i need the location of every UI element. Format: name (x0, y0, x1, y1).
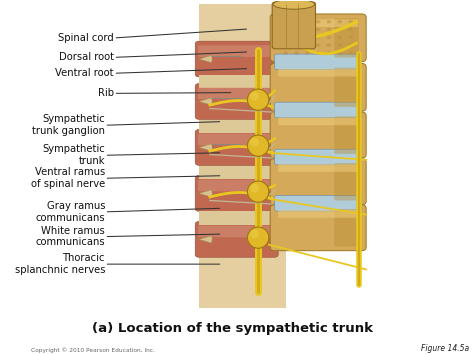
FancyBboxPatch shape (198, 133, 271, 145)
Circle shape (327, 28, 331, 31)
Text: Ventral ramus
of spinal nerve: Ventral ramus of spinal nerve (31, 168, 105, 189)
FancyBboxPatch shape (195, 222, 278, 257)
Circle shape (327, 20, 331, 23)
Ellipse shape (247, 89, 269, 110)
FancyBboxPatch shape (272, 2, 316, 49)
FancyBboxPatch shape (334, 116, 359, 154)
Circle shape (348, 43, 353, 47)
FancyBboxPatch shape (198, 45, 271, 57)
FancyBboxPatch shape (195, 84, 278, 119)
Circle shape (348, 28, 353, 31)
Circle shape (316, 43, 320, 47)
Circle shape (337, 36, 342, 39)
Circle shape (305, 36, 310, 39)
Text: Copyright © 2010 Pearson Education, Inc.: Copyright © 2010 Pearson Education, Inc. (31, 347, 155, 353)
Circle shape (283, 43, 288, 47)
Ellipse shape (247, 181, 269, 202)
Text: Sympathetic
trunk: Sympathetic trunk (42, 144, 105, 166)
Circle shape (337, 28, 342, 31)
FancyBboxPatch shape (199, 120, 277, 133)
Circle shape (283, 20, 288, 23)
FancyBboxPatch shape (198, 180, 271, 191)
FancyBboxPatch shape (270, 64, 366, 111)
Circle shape (316, 20, 320, 23)
FancyBboxPatch shape (278, 210, 358, 218)
Text: Figure 14.5a: Figure 14.5a (421, 344, 469, 353)
Wedge shape (199, 55, 212, 63)
Circle shape (337, 20, 342, 23)
FancyBboxPatch shape (195, 41, 278, 77)
FancyBboxPatch shape (274, 54, 362, 70)
Text: Thoracic
splanchnic nerves: Thoracic splanchnic nerves (15, 253, 105, 275)
Circle shape (294, 20, 299, 23)
FancyBboxPatch shape (274, 196, 362, 211)
FancyBboxPatch shape (334, 18, 359, 58)
FancyBboxPatch shape (199, 211, 277, 224)
FancyBboxPatch shape (198, 88, 271, 99)
Text: Gray ramus
communicans: Gray ramus communicans (36, 201, 105, 223)
Text: White ramus
communicans: White ramus communicans (36, 226, 105, 247)
Circle shape (327, 36, 331, 39)
FancyBboxPatch shape (198, 225, 271, 237)
FancyBboxPatch shape (334, 209, 359, 246)
FancyBboxPatch shape (270, 159, 366, 205)
Ellipse shape (247, 227, 269, 248)
Circle shape (316, 28, 320, 31)
Circle shape (337, 51, 342, 55)
Circle shape (348, 51, 353, 55)
Wedge shape (199, 190, 212, 197)
Circle shape (348, 20, 353, 23)
FancyBboxPatch shape (278, 164, 358, 172)
FancyBboxPatch shape (270, 14, 366, 62)
FancyBboxPatch shape (270, 205, 366, 251)
Text: Sympathetic
trunk ganglion: Sympathetic trunk ganglion (32, 114, 105, 136)
Ellipse shape (247, 135, 269, 156)
Circle shape (316, 36, 320, 39)
FancyBboxPatch shape (195, 130, 278, 165)
Circle shape (348, 36, 353, 39)
FancyBboxPatch shape (334, 163, 359, 201)
FancyBboxPatch shape (278, 118, 358, 125)
Circle shape (305, 28, 310, 31)
Circle shape (283, 28, 288, 31)
Text: Rib: Rib (98, 88, 114, 98)
Circle shape (327, 51, 331, 55)
Ellipse shape (250, 230, 259, 239)
Wedge shape (199, 98, 212, 105)
FancyBboxPatch shape (195, 176, 278, 211)
Circle shape (283, 51, 288, 55)
Wedge shape (199, 236, 212, 243)
Text: Ventral root: Ventral root (55, 68, 114, 78)
FancyBboxPatch shape (334, 68, 359, 107)
Circle shape (305, 43, 310, 47)
FancyBboxPatch shape (278, 69, 358, 77)
FancyBboxPatch shape (274, 149, 362, 165)
FancyBboxPatch shape (199, 166, 277, 179)
Circle shape (327, 43, 331, 47)
FancyBboxPatch shape (199, 75, 277, 88)
Wedge shape (199, 144, 212, 151)
Circle shape (294, 36, 299, 39)
Circle shape (294, 43, 299, 47)
FancyBboxPatch shape (274, 102, 362, 118)
Circle shape (294, 51, 299, 55)
Circle shape (283, 36, 288, 39)
FancyBboxPatch shape (270, 112, 366, 158)
FancyBboxPatch shape (278, 19, 358, 27)
FancyBboxPatch shape (199, 4, 286, 308)
Text: Spinal cord: Spinal cord (58, 33, 114, 43)
Text: Dorsal root: Dorsal root (59, 52, 114, 62)
Circle shape (305, 51, 310, 55)
Text: (a) Location of the sympathetic trunk: (a) Location of the sympathetic trunk (92, 322, 373, 335)
Ellipse shape (250, 92, 259, 100)
Circle shape (316, 51, 320, 55)
Circle shape (305, 20, 310, 23)
Circle shape (294, 28, 299, 31)
Ellipse shape (250, 138, 259, 147)
Ellipse shape (250, 184, 259, 192)
Ellipse shape (273, 0, 315, 9)
Circle shape (337, 43, 342, 47)
